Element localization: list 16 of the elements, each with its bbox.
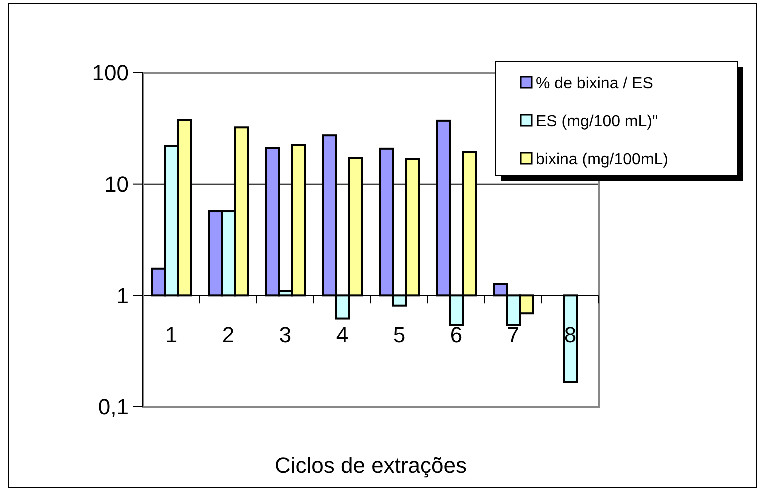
legend-label: bixina (mg/100mL) — [536, 152, 668, 169]
x-tick-label: 7 — [507, 322, 520, 348]
x-tick-label: 1 — [165, 322, 178, 348]
x-tick-label: 8 — [564, 322, 577, 348]
legend-label: ES (mg/100 mL)" — [536, 114, 658, 131]
x-tick-label: 5 — [393, 322, 406, 348]
x-tick-label: 4 — [336, 322, 349, 348]
x-axis-title: Ciclos de extrações — [275, 453, 467, 478]
y-tick-label: 10 — [104, 172, 129, 198]
y-tick-label: 100 — [92, 60, 129, 86]
x-tick-label: 3 — [279, 322, 292, 348]
x-tick-label: 6 — [450, 322, 463, 348]
legend-label: % de bixina / ES — [536, 76, 654, 93]
y-tick-label: 1 — [116, 283, 129, 308]
y-tick-label: 0,1 — [98, 394, 129, 420]
x-tick-label: 2 — [222, 322, 235, 348]
